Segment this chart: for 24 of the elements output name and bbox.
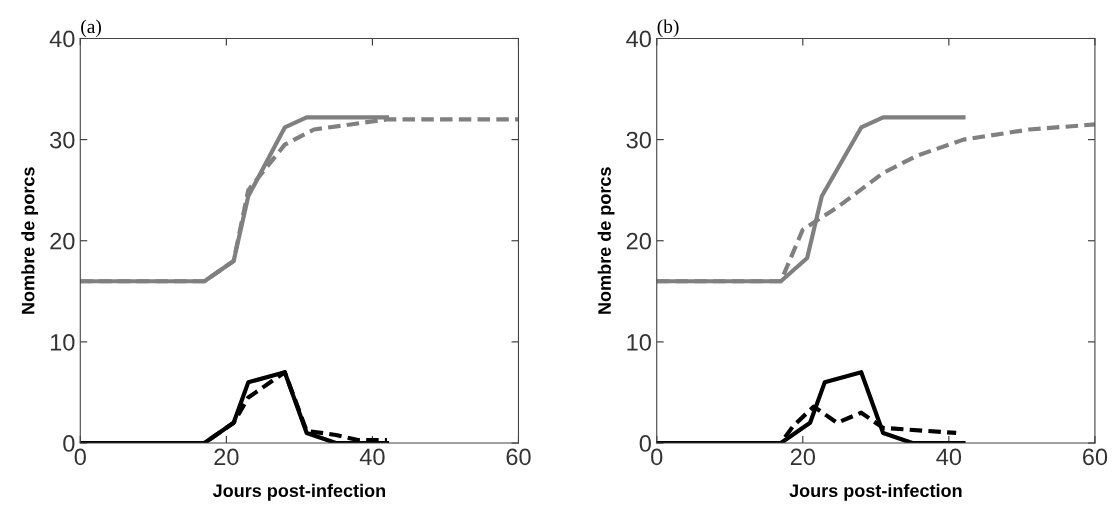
y-tick-label: 30	[626, 131, 651, 149]
y-tick-label: 10	[50, 333, 75, 351]
y-tick-label: 20	[50, 232, 75, 250]
x-tick-label: 40	[359, 448, 385, 466]
chart-title: (b)	[657, 19, 679, 38]
x-axis-title: Jours post-infection	[789, 483, 962, 501]
y-tick-label: 0	[639, 435, 651, 452]
x-tick-label: 0	[651, 448, 663, 466]
y-tick-label: 10	[627, 333, 651, 351]
y-tick-label: 20	[626, 232, 651, 250]
y-tick-label: 40	[626, 30, 651, 48]
y-axis-title: Nombre de porcs	[21, 167, 39, 314]
x-tick-label: 40	[936, 448, 962, 466]
x-axis-title: Jours post-infection	[212, 483, 386, 501]
x-tick-label: 0	[74, 448, 86, 466]
x-tick-label: 20	[214, 448, 239, 466]
x-tick-label: 60	[506, 448, 531, 466]
y-tick-label: 0	[63, 435, 75, 452]
x-tick-label: 20	[790, 448, 816, 466]
y-tick-label: 40	[49, 30, 75, 48]
chart-title: (a)	[81, 19, 102, 38]
x-tick-label: 60	[1083, 448, 1108, 466]
y-tick-label: 30	[50, 131, 75, 149]
y-axis-title: Nombre de porcs	[597, 167, 615, 314]
